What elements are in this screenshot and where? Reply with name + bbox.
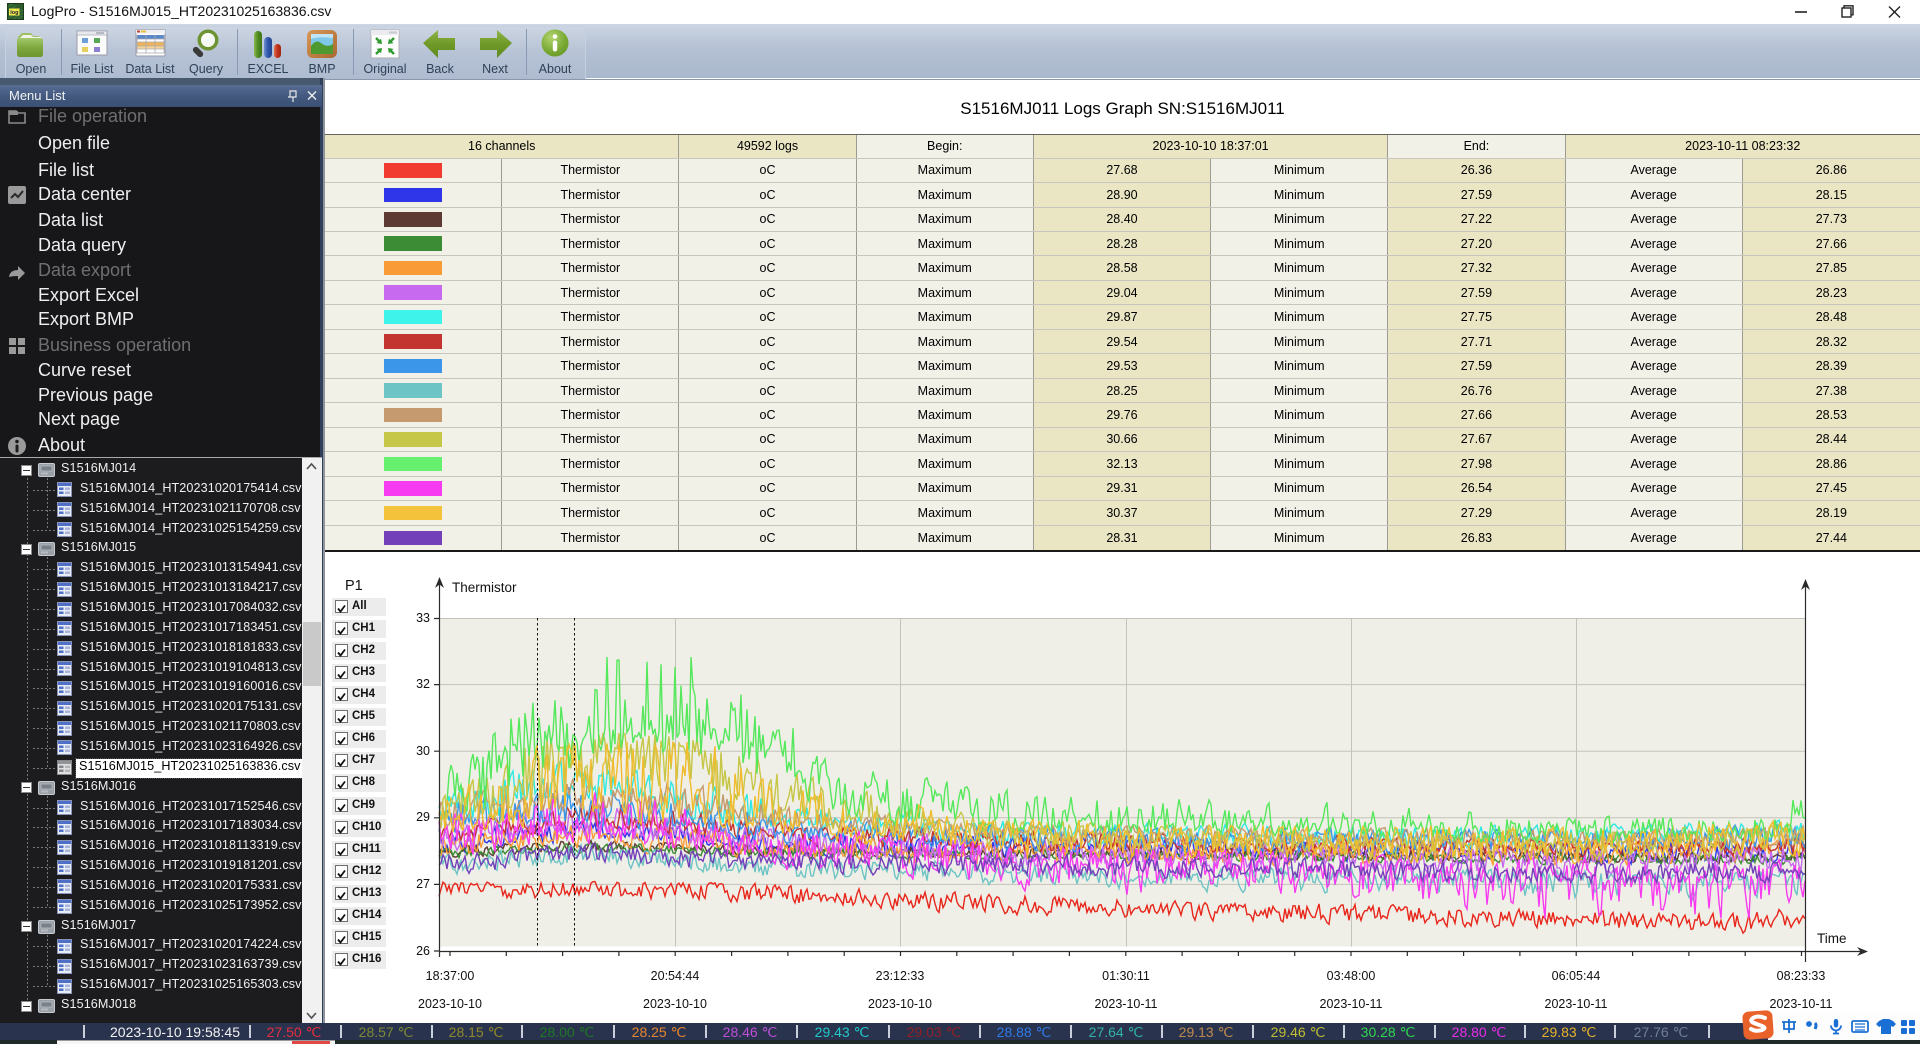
svg-text:log: log [10,10,18,16]
